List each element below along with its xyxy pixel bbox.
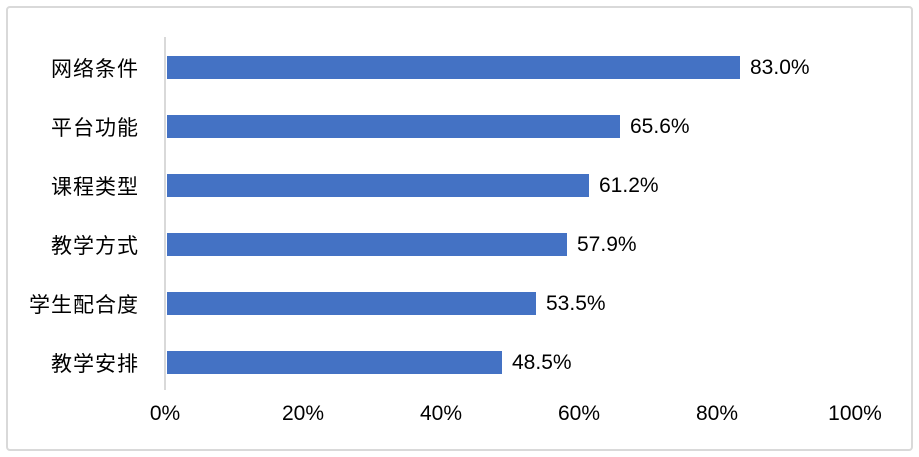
- bar-row: 平台功能 65.6%: [0, 97, 909, 156]
- value-label: 83.0%: [750, 55, 810, 79]
- category-label: 学生配合度: [29, 293, 139, 317]
- bar-row: 课程类型 61.2%: [0, 156, 909, 215]
- bar: [167, 351, 502, 374]
- bar-row: 网络条件 83.0%: [0, 38, 909, 97]
- value-label: 53.5%: [546, 291, 606, 315]
- chart-border-frame: [6, 6, 913, 451]
- category-axis-line: [164, 37, 166, 390]
- category-label: 网络条件: [51, 57, 139, 81]
- bar: [167, 292, 536, 315]
- value-label: 65.6%: [630, 114, 690, 138]
- x-axis-tick-label: 0%: [149, 402, 181, 425]
- x-axis-tick-label: 40%: [419, 402, 463, 425]
- value-label: 57.9%: [577, 232, 637, 256]
- x-axis-tick-label: 60%: [557, 402, 601, 425]
- value-label: 48.5%: [512, 350, 572, 374]
- x-axis-tick-label: 80%: [695, 402, 739, 425]
- bar-row: 学生配合度 53.5%: [0, 274, 909, 333]
- bar: [167, 115, 620, 138]
- value-label: 61.2%: [599, 173, 659, 197]
- category-label: 平台功能: [51, 116, 139, 140]
- bar-row: 教学方式 57.9%: [0, 215, 909, 274]
- bar: [167, 233, 567, 256]
- category-label: 教学方式: [51, 234, 139, 258]
- x-axis: 0% 20% 40% 60% 80% 100%: [0, 402, 919, 432]
- category-label: 课程类型: [51, 175, 139, 199]
- x-axis-tick-label: 20%: [281, 402, 325, 425]
- bar-row: 教学安排 48.5%: [0, 333, 909, 392]
- category-label: 教学安排: [51, 352, 139, 376]
- bar: [167, 174, 589, 197]
- x-axis-tick-label: 100%: [828, 402, 882, 425]
- bar: [167, 56, 740, 79]
